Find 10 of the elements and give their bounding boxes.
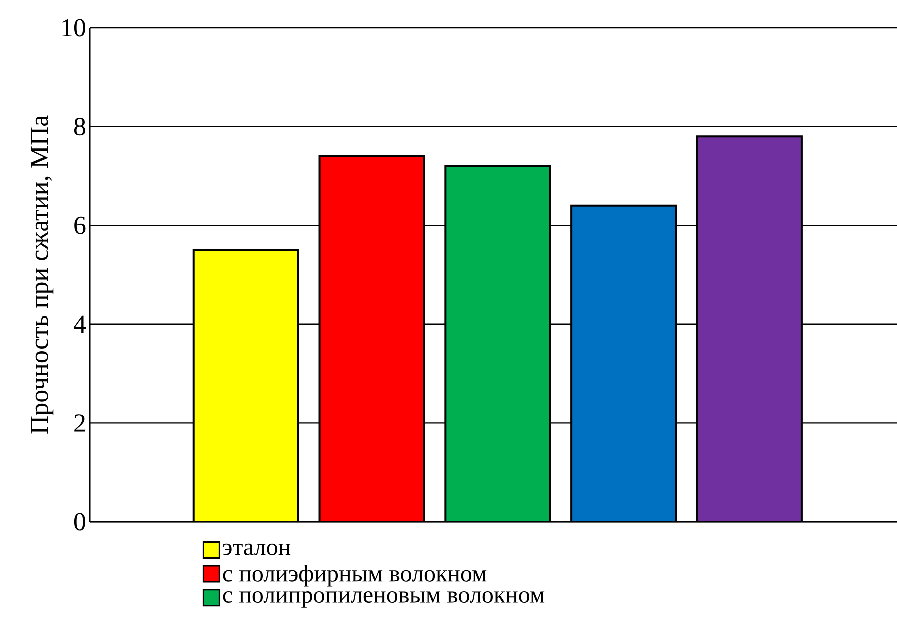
y-tick-label: 8 [74,118,86,136]
y-tick-label: 0 [74,513,86,531]
legend-label: эталон [223,544,291,556]
legend-label: с полиэфирным волокном [223,564,487,587]
legend-label: с полипропиленовым волокном [223,591,545,608]
y-axis-title: Прочность при сжатии, МПа [31,116,54,434]
y-tick-label: 10 [62,19,86,37]
y-tick-label: 6 [74,216,86,234]
y-tick-label: 2 [74,414,86,432]
y-tick-label: 4 [74,316,86,333]
